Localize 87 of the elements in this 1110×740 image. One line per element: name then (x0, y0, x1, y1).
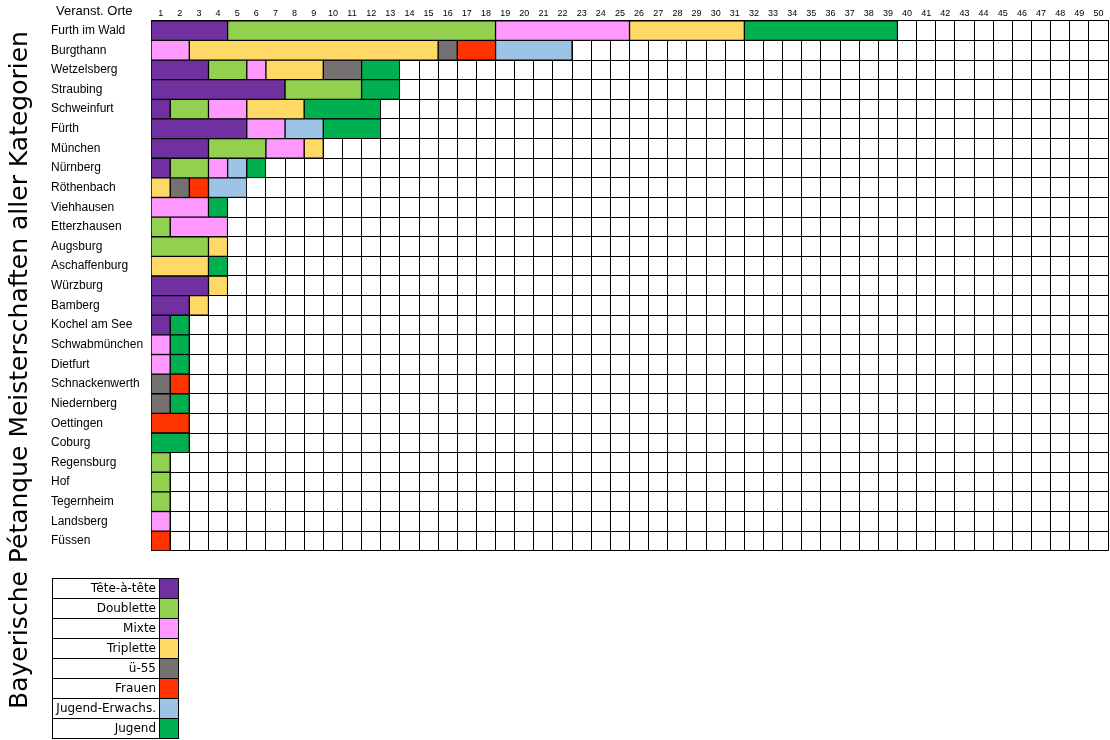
y-tick-label: Straubing (51, 81, 103, 96)
y-tick-label: Oettingen (51, 415, 104, 430)
x-tick-label: 35 (806, 7, 817, 18)
y-tick-label: Augsburg (51, 238, 103, 253)
x-tick-label: 22 (557, 7, 568, 18)
y-tick-label: Würzburg (51, 278, 104, 293)
y-tick-label: Fürth (51, 121, 80, 136)
x-tick-label: 4 (215, 7, 221, 18)
x-tick-label: 34 (787, 7, 798, 18)
x-tick-label: 25 (614, 7, 625, 18)
legend-label: Frauen (53, 679, 160, 699)
x-tick-label: 44 (978, 7, 989, 18)
x-tick-label: 23 (576, 7, 587, 18)
x-tick-label: 36 (825, 7, 836, 18)
legend-label: Jugend-Erwachs. (53, 699, 160, 719)
x-tick-label: 24 (595, 7, 606, 18)
y-tick-label: Schweinfurt (51, 101, 115, 116)
x-tick-label: 43 (959, 7, 970, 18)
x-tick-label: 15 (423, 7, 434, 18)
x-tick-label: 21 (538, 7, 549, 18)
x-tick-label: 29 (691, 7, 702, 18)
x-tick-label: 45 (997, 7, 1008, 18)
x-tick-label: 1 (158, 7, 164, 18)
x-tick-label: 7 (272, 7, 278, 18)
x-tick-label: 14 (404, 7, 415, 18)
x-tick-label: 20 (519, 7, 530, 18)
x-tick-label: 11 (347, 7, 357, 18)
legend-label: Doublette (53, 599, 160, 619)
legend-label: ü-55 (53, 659, 160, 679)
y-tick-label: Coburg (51, 435, 91, 450)
text: Bayerische Pétanque Meisterschaften aller Kategorien (4, 30, 34, 711)
x-tick-label: 17 (461, 7, 472, 18)
x-tick-label: 46 (1016, 7, 1027, 18)
x-tick-label: 41 (921, 7, 932, 18)
x-tick-label: 38 (863, 7, 874, 18)
x-tick-label: 39 (882, 7, 893, 18)
x-tick-label: 6 (253, 7, 259, 18)
y-tick-label: Wetzelsberg (51, 62, 118, 77)
x-tick-label: 10 (327, 7, 338, 18)
x-tick-label: 31 (729, 7, 740, 18)
x-tick-label: 16 (442, 7, 453, 18)
x-tick-label: 13 (385, 7, 396, 18)
x-tick-label: 40 (902, 7, 913, 18)
y-tick-label: Schwabmünchen (51, 337, 144, 351)
x-tick-label: 26 (634, 7, 645, 18)
x-tick-label: 47 (1036, 7, 1047, 18)
x-tick-label: 9 (311, 7, 317, 18)
y-tick-label: Kochel am See (51, 317, 133, 332)
y-tick-label: Viehhausen (51, 199, 115, 214)
y-tick-label: Bamberg (51, 297, 100, 312)
y-tick-label: Aschaffenburg (51, 258, 129, 273)
x-tick-label: 37 (844, 7, 855, 18)
y-tick-label: Etterzhausen (51, 219, 122, 234)
legend-label: Tête-à-tête (53, 579, 160, 599)
x-tick-label: 12 (366, 7, 377, 18)
x-tick-label: 5 (234, 7, 240, 18)
x-tick-label: 27 (653, 7, 664, 18)
x-tick-label: 48 (1055, 7, 1066, 18)
y-tick-label: Schnackenwerth (51, 376, 140, 391)
y-tick-label: Regensburg (51, 454, 117, 469)
x-tick-label: 42 (940, 7, 951, 18)
x-tick-label: 19 (500, 7, 511, 18)
y-tick-label: Füssen (51, 533, 91, 548)
y-tick-label: Landsberg (51, 513, 108, 528)
y-axis-title: Veranst. Orte (56, 3, 133, 18)
y-tick-label: München (51, 140, 101, 155)
legend-label: Triplette (53, 639, 160, 659)
y-tick-label: Nürnberg (51, 160, 102, 175)
y-tick-label: Tegernheim (51, 494, 114, 509)
x-tick-label: 2 (177, 7, 183, 18)
y-tick-label: Dietfurt (51, 356, 91, 371)
y-tick-label: Hof (51, 474, 71, 489)
x-tick-label: 28 (672, 7, 683, 18)
x-tick-label: 18 (480, 7, 491, 18)
y-tick-label: Burgthann (51, 42, 107, 57)
legend-label: Mixte (53, 619, 160, 639)
y-tick-label: Furth im Wald (51, 22, 126, 37)
x-tick-label: 32 (748, 7, 759, 18)
x-tick-label: 33 (768, 7, 779, 18)
x-tick-label: 30 (710, 7, 721, 18)
y-tick-label: Niedernberg (51, 395, 118, 410)
y-tick-label: Röthenbach (51, 179, 116, 194)
legend-label: Jugend (53, 719, 160, 739)
x-tick-label: 50 (1093, 7, 1104, 18)
x-tick-label: 8 (292, 7, 298, 18)
x-tick-label: 49 (1074, 7, 1085, 18)
x-tick-label: 3 (196, 7, 202, 18)
